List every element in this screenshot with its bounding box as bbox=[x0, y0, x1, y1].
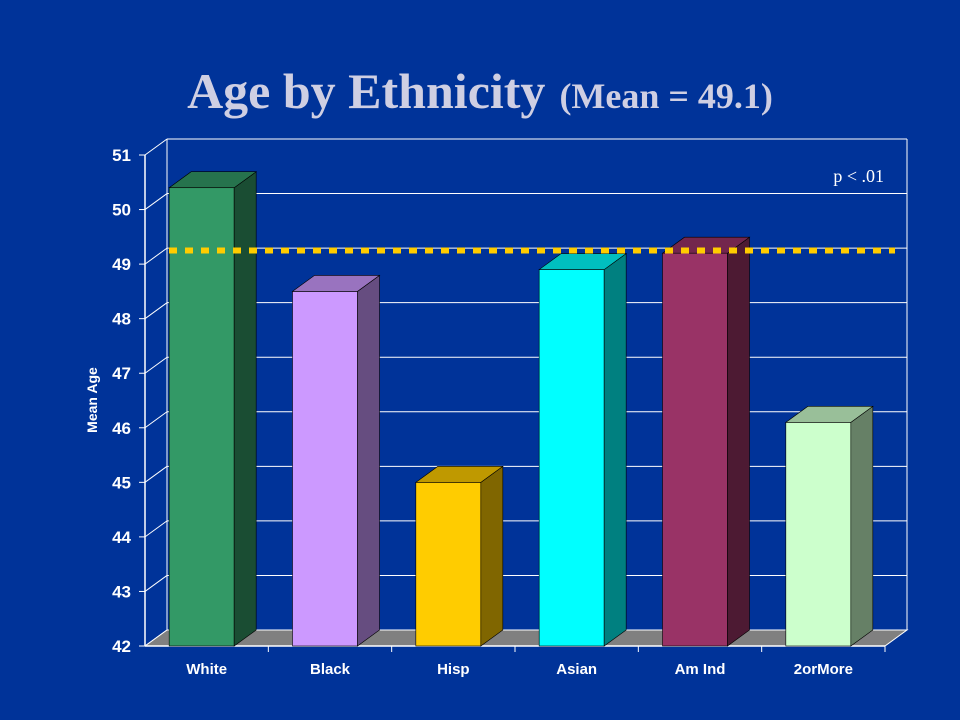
y-tick-label: 51 bbox=[112, 146, 131, 165]
bar-side bbox=[603, 252, 627, 647]
bar bbox=[784, 405, 874, 647]
gridline-depth bbox=[144, 356, 168, 374]
bar bbox=[414, 465, 504, 647]
x-tick-label: Hisp bbox=[437, 661, 470, 678]
bar bbox=[291, 274, 381, 647]
bar bbox=[168, 171, 258, 647]
bar bbox=[661, 236, 751, 647]
y-tick-label: 42 bbox=[112, 637, 131, 656]
y-tick-label: 50 bbox=[112, 201, 131, 220]
bars bbox=[168, 171, 874, 647]
p-value-annotation: p < .01 bbox=[833, 166, 884, 186]
labels: 42 43 44 45 46 47 48 49 50 51 White Black Hisp Asian A… bbox=[112, 146, 853, 678]
y-tick-label: 48 bbox=[112, 310, 131, 329]
bar-side bbox=[480, 465, 504, 647]
gridline-depth bbox=[144, 302, 168, 320]
gridline-depth bbox=[144, 575, 168, 592]
gridline-depth bbox=[144, 465, 168, 483]
bar-front bbox=[785, 422, 852, 647]
bar-front bbox=[292, 291, 358, 647]
y-tick-label: 45 bbox=[112, 473, 131, 492]
gridline-depth bbox=[144, 247, 168, 265]
bar bbox=[538, 252, 628, 647]
bar-top bbox=[291, 275, 381, 292]
gridline-depth bbox=[144, 193, 168, 210]
bar-top bbox=[168, 171, 258, 189]
bar-top bbox=[784, 406, 874, 423]
bar-side bbox=[233, 171, 257, 647]
y-tick-label: 47 bbox=[112, 364, 131, 383]
gridline-depth bbox=[144, 138, 168, 156]
y-tick-label: 44 bbox=[112, 528, 131, 547]
bar-front bbox=[168, 187, 235, 647]
gridline-depth bbox=[144, 520, 168, 538]
x-tick-label: Am Ind bbox=[675, 661, 726, 678]
chart-title: Age by Ethnicity (Mean = 49.1) bbox=[0, 62, 960, 120]
chart-subtitle: (Mean = 49.1) bbox=[559, 76, 773, 116]
x-tick-label: Asian bbox=[556, 661, 597, 678]
bar-side bbox=[850, 405, 874, 647]
bar-front bbox=[415, 482, 482, 647]
y-tick-label: 43 bbox=[112, 582, 131, 601]
gridline-depth bbox=[144, 411, 168, 429]
bar-side bbox=[727, 236, 750, 647]
y-tick-label: 46 bbox=[112, 419, 131, 438]
bar-side bbox=[357, 274, 380, 647]
y-axis-label: Mean Age bbox=[84, 367, 100, 433]
x-tick-label: Black bbox=[310, 661, 351, 678]
bar-top bbox=[414, 466, 504, 483]
bar-top bbox=[538, 253, 628, 270]
x-tick-label: White bbox=[186, 661, 227, 678]
bar-front bbox=[538, 269, 605, 647]
gridlines bbox=[144, 138, 908, 647]
chart-title-main: Age by Ethnicity bbox=[187, 63, 546, 119]
x-tick-label: 2orMore bbox=[794, 661, 853, 678]
y-tick-label: 49 bbox=[112, 255, 131, 274]
bar-front bbox=[662, 252, 728, 647]
axes bbox=[139, 139, 886, 652]
